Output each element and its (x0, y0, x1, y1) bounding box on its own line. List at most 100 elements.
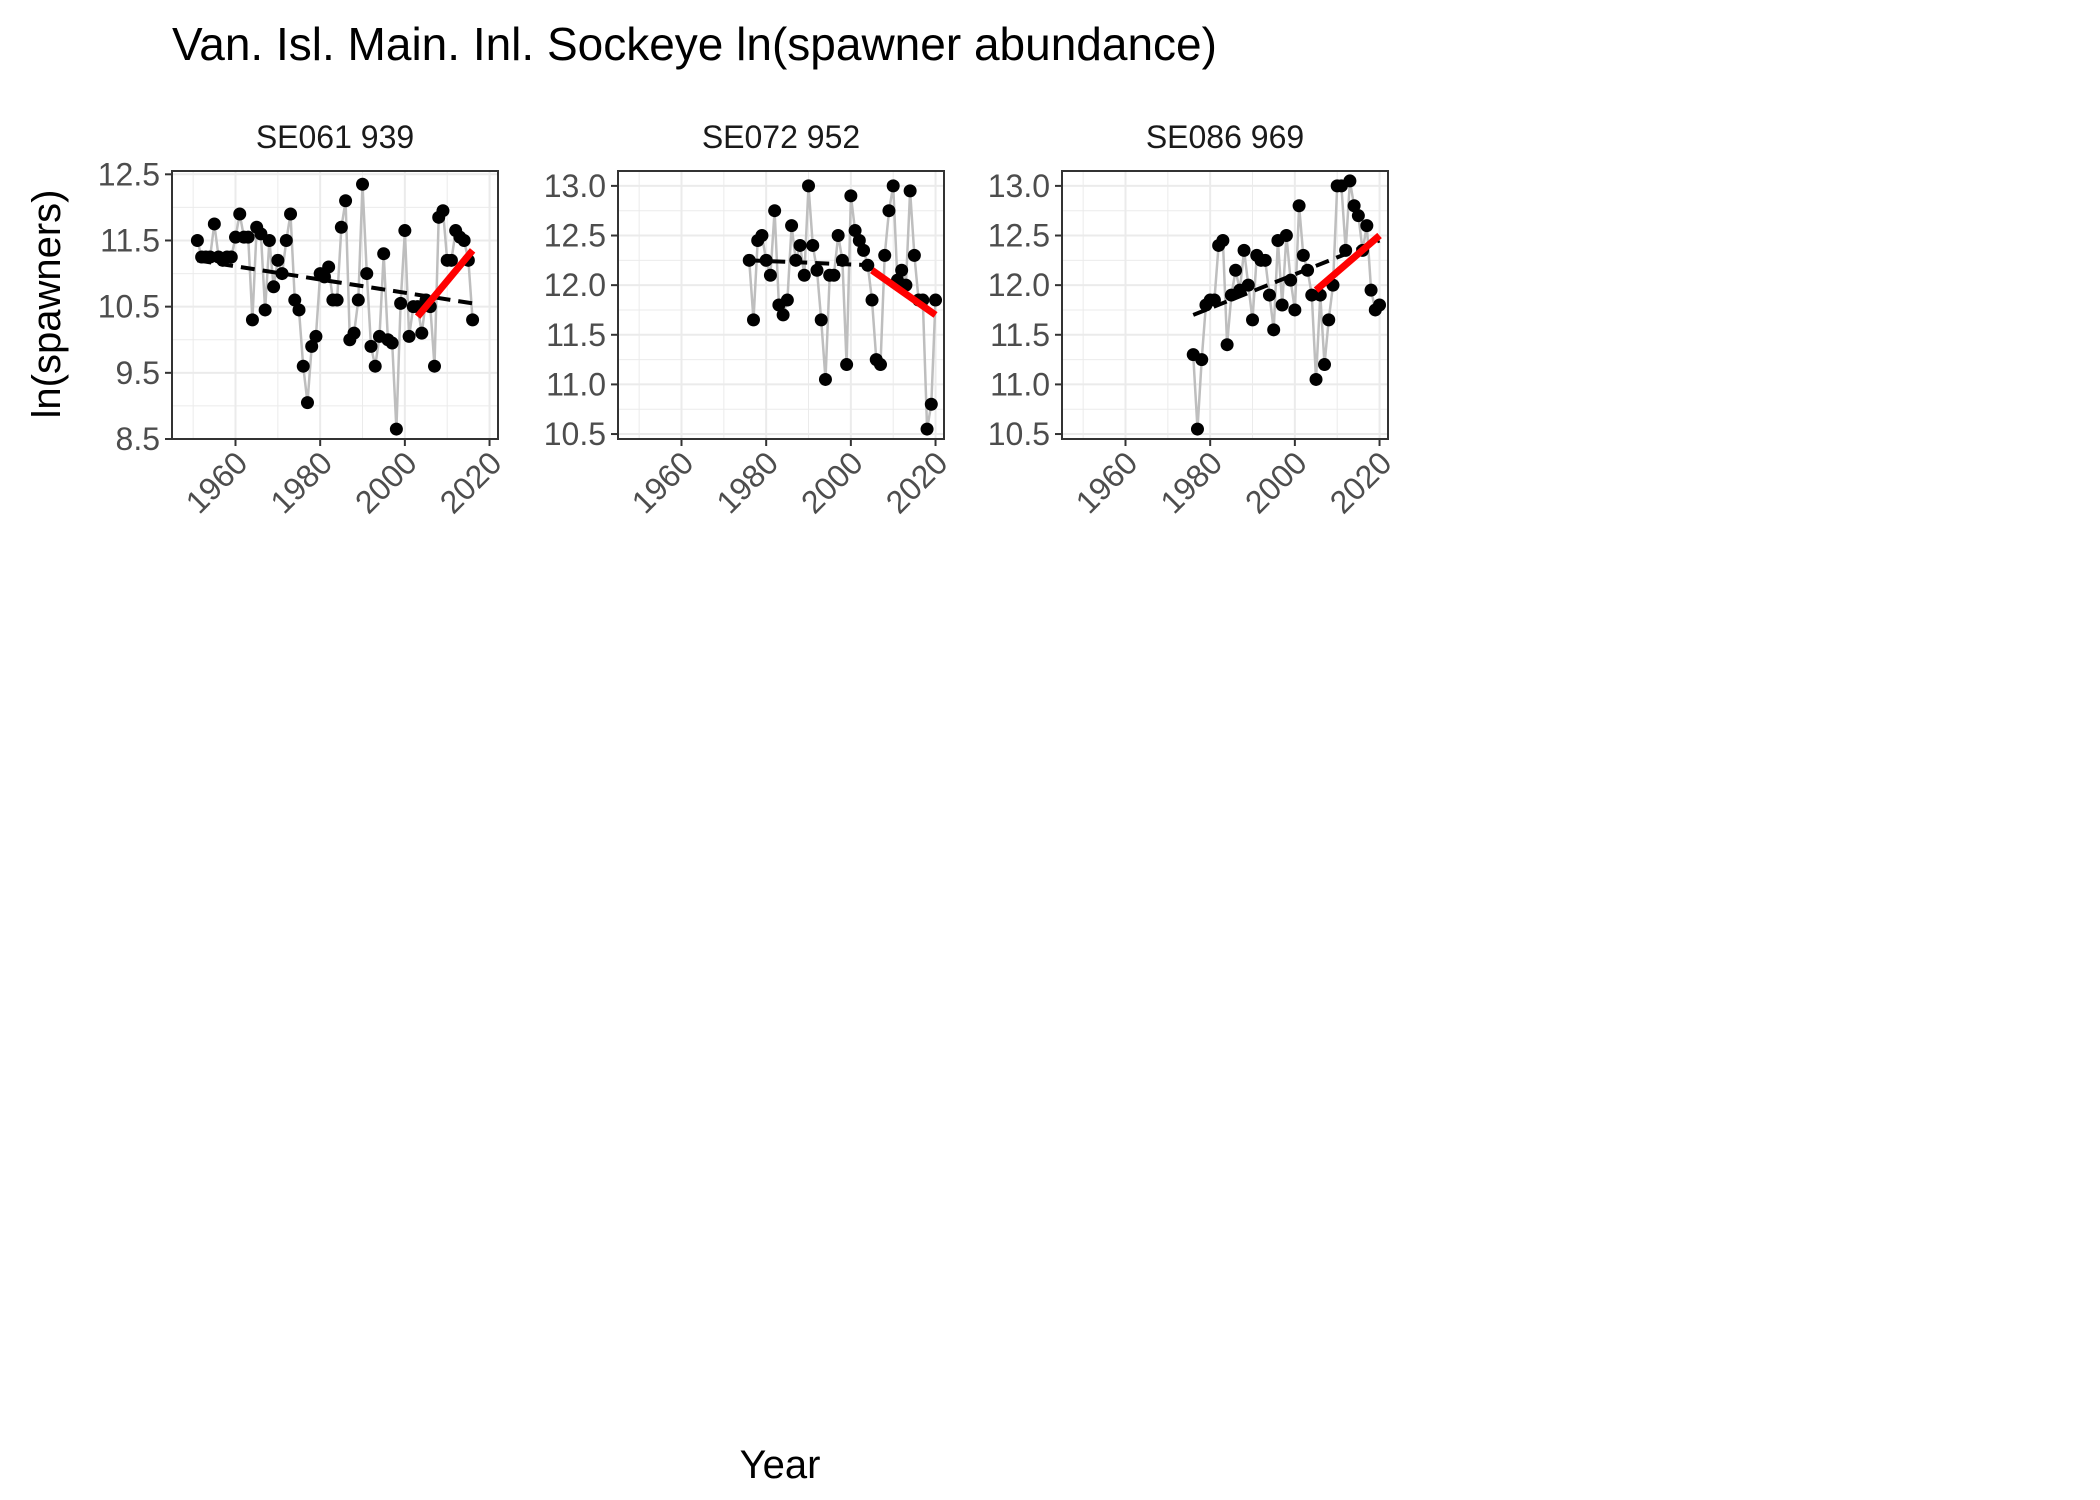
data-point (360, 267, 374, 281)
y-tick-label: 11.0 (990, 366, 1050, 402)
y-tick-label: 11.5 (990, 317, 1050, 353)
data-point (780, 293, 794, 307)
data-point (785, 219, 799, 233)
x-tick-label: 2020 (433, 444, 509, 520)
data-point (1267, 323, 1281, 337)
data-point (776, 308, 790, 322)
data-point (768, 204, 782, 218)
data-point (1296, 248, 1310, 262)
data-point (1246, 313, 1260, 327)
data-point (1237, 243, 1251, 257)
data-point (1288, 303, 1302, 317)
data-point (1279, 229, 1293, 243)
data-point (806, 238, 820, 252)
data-point (415, 326, 429, 340)
y-tick-label: 12.0 (988, 267, 1050, 303)
facet-strip-label: SE086 969 (1146, 119, 1304, 155)
data-point (330, 293, 344, 307)
x-tick-label: 2000 (1238, 444, 1314, 520)
data-point (356, 177, 370, 191)
data-point (279, 233, 293, 247)
x-tick-label: 1980 (263, 444, 339, 520)
data-point (920, 422, 934, 436)
y-tick-label: 10.5 (988, 416, 1050, 452)
data-point (742, 253, 756, 267)
data-point (292, 303, 306, 317)
data-point (818, 372, 832, 386)
data-point (1195, 353, 1209, 367)
data-point (444, 253, 458, 267)
data-point (394, 296, 408, 310)
y-tick-label: 9.5 (116, 355, 160, 391)
data-point (895, 263, 909, 277)
data-point (258, 303, 272, 317)
recent-trend-line (414, 248, 476, 319)
data-point (873, 358, 887, 372)
data-point (1313, 288, 1327, 302)
data-point (245, 313, 259, 327)
data-point (241, 230, 255, 244)
data-point (389, 422, 403, 436)
y-axis-title: ln(spawners) (25, 190, 69, 419)
data-point (1343, 174, 1357, 188)
data-point (364, 339, 378, 353)
data-point (831, 229, 845, 243)
x-tick-label: 1960 (1069, 444, 1145, 520)
panel-data (190, 177, 480, 436)
data-point (865, 293, 879, 307)
x-tick-label: 2020 (1323, 444, 1399, 520)
data-point (746, 313, 760, 327)
facet-strip-label: SE061 939 (256, 119, 414, 155)
data-point (929, 293, 943, 307)
data-point (402, 329, 416, 343)
data-point (398, 224, 412, 238)
x-tick-label: 2020 (879, 444, 955, 520)
x-tick-label: 2000 (794, 444, 870, 520)
data-point (1317, 358, 1331, 372)
data-point (1309, 372, 1323, 386)
data-point (814, 313, 828, 327)
data-point (317, 270, 331, 284)
data-point (267, 280, 281, 294)
data-point (224, 250, 238, 264)
data-point (810, 263, 824, 277)
x-tick-label: 1960 (179, 444, 255, 520)
data-point (1360, 219, 1374, 233)
data-point (368, 359, 382, 373)
y-tick-label: 11.5 (546, 317, 606, 353)
y-tick-label: 11.5 (100, 222, 160, 258)
data-point (334, 220, 348, 234)
data-point (377, 247, 391, 261)
panel-border (1061, 170, 1389, 440)
y-tick-label: 12.0 (544, 267, 606, 303)
data-point (1229, 263, 1243, 277)
data-point (339, 194, 353, 208)
data-point (1262, 288, 1276, 302)
data-point (233, 207, 247, 221)
chart-title: Van. Isl. Main. Inl. Sockeye ln(spawner … (172, 18, 1217, 70)
data-point (288, 293, 302, 307)
data-point (924, 397, 938, 411)
data-point (284, 207, 298, 221)
data-point (271, 253, 285, 267)
data-point (840, 358, 854, 372)
data-point (802, 179, 816, 193)
data-point (759, 253, 773, 267)
y-tick-label: 12.5 (544, 218, 606, 254)
y-tick-label: 13.0 (988, 168, 1050, 204)
data-point (351, 293, 365, 307)
data-point (436, 204, 450, 218)
panel-border (617, 170, 945, 440)
y-tick-label: 12.5 (988, 218, 1050, 254)
data-point (797, 268, 811, 282)
y-tick-label: 12.5 (98, 156, 160, 192)
data-point (882, 204, 896, 218)
data-point (190, 233, 204, 247)
recent-trend-line (1313, 232, 1382, 293)
data-point (305, 339, 319, 353)
data-point (1275, 298, 1289, 312)
data-point (1347, 199, 1361, 213)
x-axis-title: Year (740, 1443, 821, 1487)
x-tick-label: 1980 (709, 444, 785, 520)
facet-panel: SE072 952 10.5 11.0 11.5 12.0 12.5 13.0 1960 198… (544, 119, 955, 520)
